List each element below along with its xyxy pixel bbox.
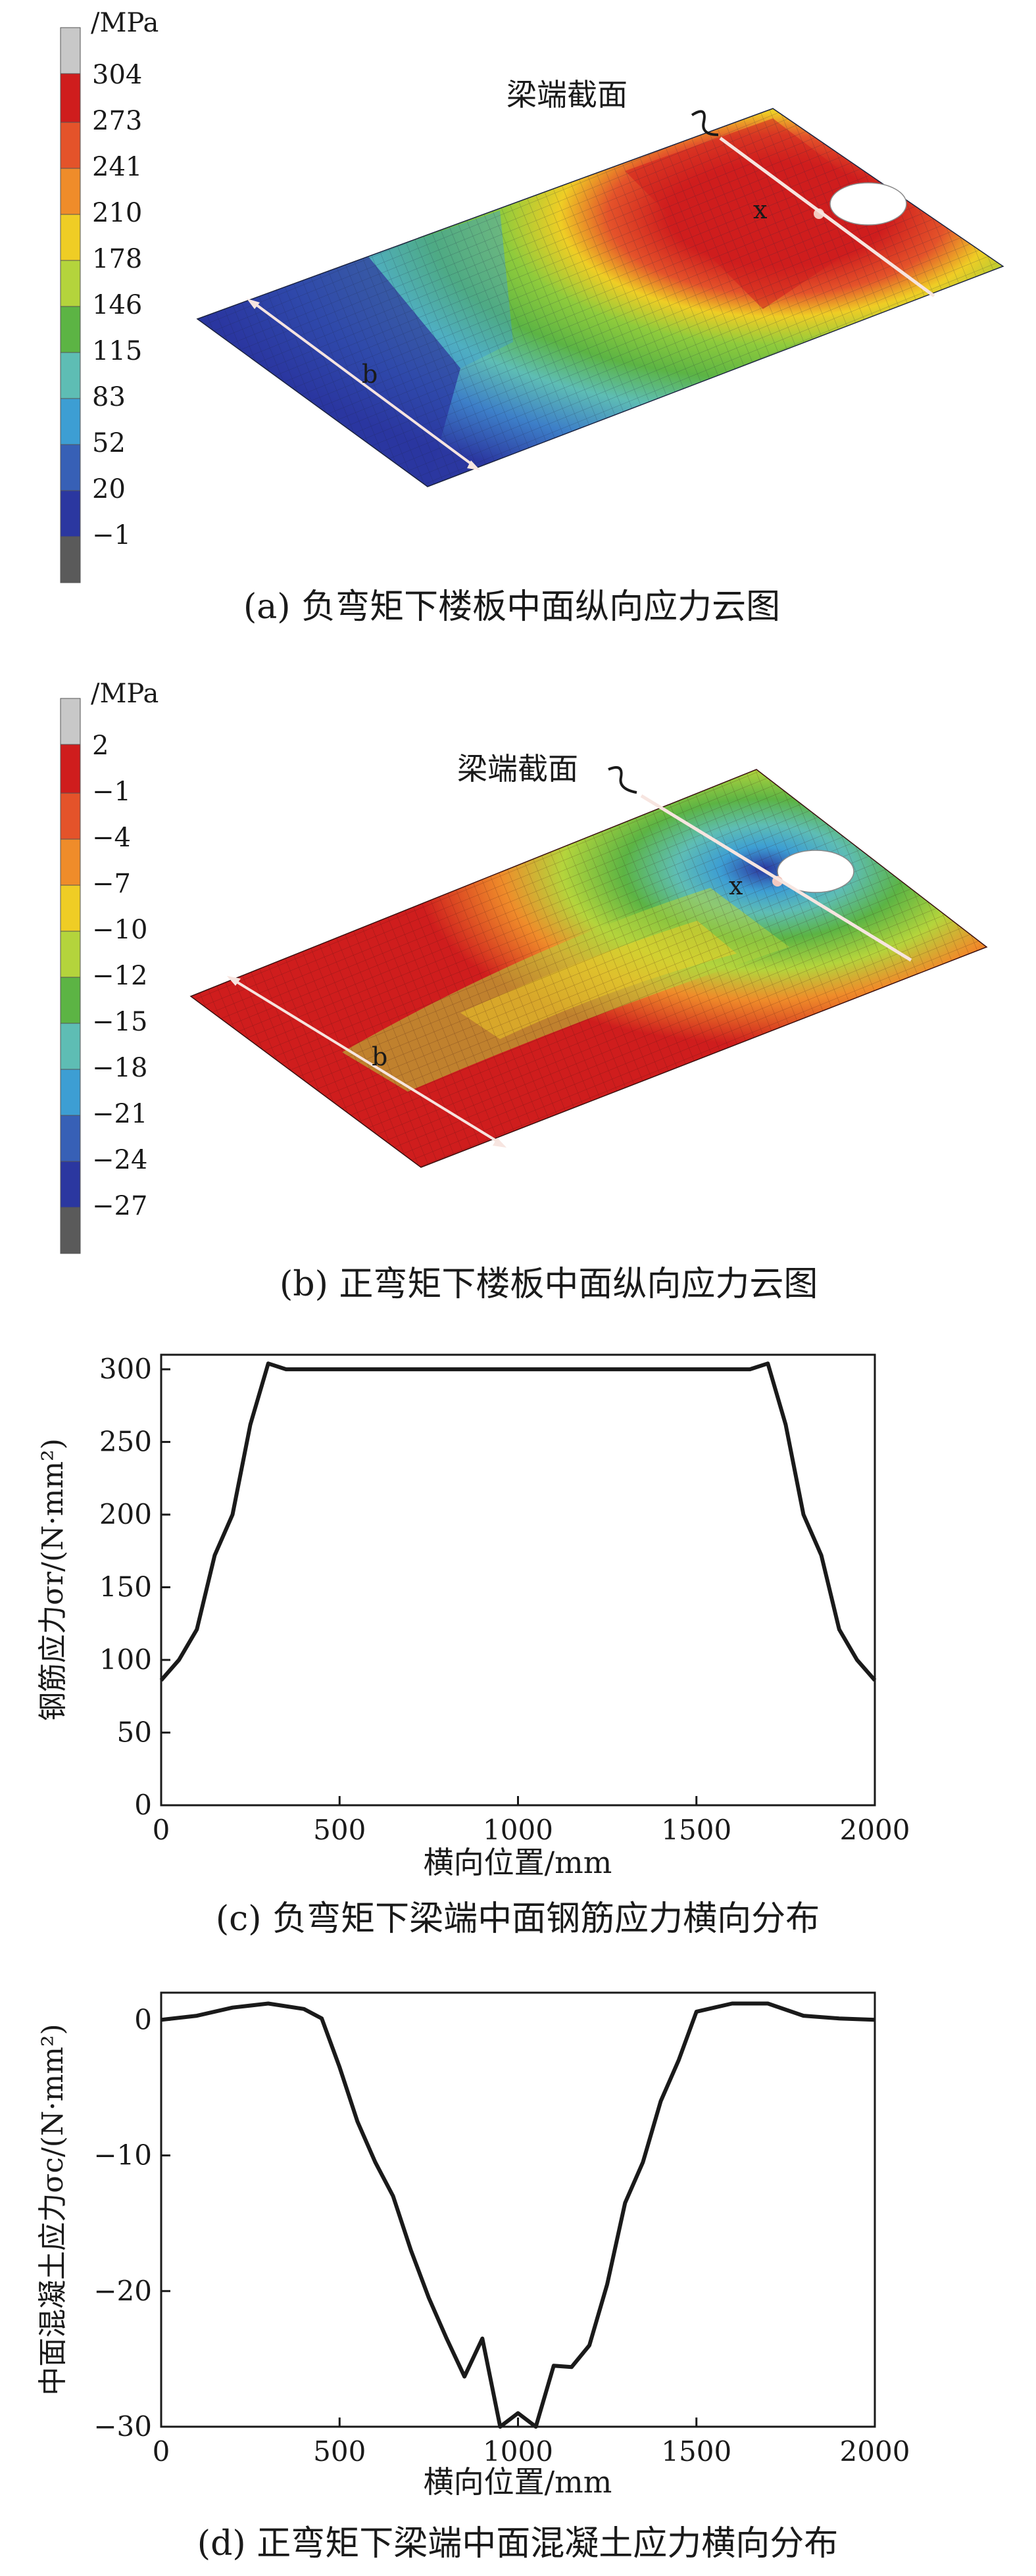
chart-c-frame (160, 1353, 876, 1807)
chart-c-ytick-label: 250 (99, 1426, 152, 1458)
panel-a-figure: /MPa 304 273 241 210 178 146 115 83 52 2… (60, 8, 1004, 627)
caption-a: (a) 负弯矩下楼板中面纵向应力云图 (243, 587, 780, 627)
leader-line-b (608, 766, 637, 794)
chart-c-ytick-label: 150 (99, 1571, 152, 1603)
chart-d-xtick-label: 1000 (483, 2435, 553, 2467)
dimension-line-b (232, 979, 501, 1144)
chart-c-xtick-label: 0 (153, 1814, 170, 1846)
chart-c-xtick-label: 2000 (840, 1814, 910, 1846)
annotation-b: 梁端截面 (457, 751, 578, 787)
panel-d-chart: 0 500 1000 1500 2000 0 −10 −20 −30 横向位置/mm 中面混凝土… (0, 1973, 1036, 2576)
colorbar-a-tick: 20 (92, 474, 126, 504)
label-b-b: b (372, 1042, 387, 1071)
chart-d-xtick-label: 2000 (840, 2435, 910, 2467)
colorbar-b-tick: −4 (92, 823, 131, 853)
chart-d-ylabel: 中面混凝土应力σc/(N·mm²) (36, 2024, 70, 2395)
chart-d-ytick-label: −20 (93, 2275, 152, 2307)
caption-b: (b) 正弯矩下楼板中面纵向应力云图 (280, 1265, 818, 1304)
colorbar-a-tick: 273 (92, 106, 142, 136)
label-x-a: x (753, 195, 767, 224)
colorbar-b-tick: −12 (92, 961, 147, 991)
chart-d-xtick-label: 0 (153, 2435, 170, 2467)
colorbar-a-unit: /MPa (91, 8, 159, 38)
colorbar-a-tick: 241 (92, 152, 142, 182)
chart-c-ytick-label: 50 (117, 1716, 152, 1749)
label-b-a: b (362, 360, 378, 389)
colorbar-b-tick: −21 (92, 1099, 147, 1129)
colorbar-b-unit: /MPa (91, 679, 159, 709)
dimension-line-a (252, 301, 475, 467)
chart-c-xtick-label: 1500 (661, 1814, 731, 1846)
colorbar-a-tick: −1 (92, 520, 131, 550)
chart-d-frame (160, 1991, 876, 2428)
chart-c-series-line (159, 1361, 877, 1682)
chart-c-xtick-label: 500 (313, 1814, 366, 1846)
chart-d-ytick-label: −30 (93, 2410, 152, 2442)
chart-c-ytick-label: 300 (99, 1353, 152, 1385)
colorbar-a (60, 27, 81, 583)
colorbar-b-tick: −15 (92, 1007, 147, 1037)
chart-c-ytick-label: 100 (99, 1643, 152, 1676)
colorbar-a-tick: 178 (92, 244, 142, 274)
colorbar-b-tick: −10 (92, 915, 147, 945)
chart-c-xtick-label: 1000 (483, 1814, 553, 1846)
colorbar-b-tick: −27 (92, 1191, 147, 1221)
chart-c-xlabel: 横向位置/mm (424, 1845, 612, 1880)
chart-c-ytick-label: 0 (134, 1789, 152, 1821)
chart-d-ytick-label: 0 (134, 2003, 152, 2035)
chart-d-xtick-label: 1500 (661, 2435, 731, 2467)
chart-c-svg: 0 500 1000 1500 2000 0 50 100 150 200 250 300 横向位置/… (36, 1353, 910, 1939)
panel-b-figure: /MPa 2 −1 −4 −7 −10 −12 −15 −18 −21 −24 … (60, 679, 988, 1304)
colorbar-b-tick: −7 (92, 869, 131, 899)
section-line-a (719, 136, 935, 298)
colorbar-a-tick: 52 (92, 428, 126, 458)
panel-c-chart: 0 500 1000 1500 2000 0 50 100 150 200 250 300 横向位置/… (0, 1335, 1036, 1960)
chart-d-series-line (160, 2001, 876, 2429)
section-line-b (640, 794, 912, 962)
colorbar-b-tick: −18 (92, 1053, 147, 1083)
chart-c-ylabel: 钢筋应力σr/(N·mm²) (36, 1438, 70, 1721)
chart-d-svg: 0 500 1000 1500 2000 0 −10 −20 −30 横向位置/mm 中面混凝土… (36, 1991, 910, 2564)
colorbar-a-tick: 146 (92, 290, 142, 320)
colorbar-a-tick: 115 (92, 336, 142, 366)
colorbar-b-tick: −24 (92, 1145, 147, 1175)
label-x-b: x (729, 871, 743, 900)
panel-a-contour: /MPa 304 273 241 210 178 146 115 83 52 2… (0, 0, 1036, 651)
chart-c-caption: (c) 负弯矩下梁端中面钢筋应力横向分布 (216, 1899, 820, 1939)
chart-d-ytick-label: −10 (93, 2139, 152, 2172)
chart-d-xtick-label: 500 (313, 2435, 366, 2467)
chart-c-ytick-label: 200 (99, 1498, 152, 1530)
colorbar-b-tick: −1 (92, 777, 131, 807)
colorbar-b-tick: 2 (92, 731, 109, 761)
annotation-a: 梁端截面 (506, 77, 628, 112)
leader-line-a (691, 110, 719, 136)
colorbar-a-tick: 210 (92, 198, 142, 228)
chart-d-caption: (d) 正弯矩下梁端中面混凝土应力横向分布 (197, 2524, 838, 2564)
colorbar-a-tick: 83 (92, 382, 126, 412)
chart-d-xlabel: 横向位置/mm (424, 2464, 612, 2500)
colorbar-a-tick: 304 (92, 60, 142, 90)
panel-b-contour: /MPa 2 −1 −4 −7 −10 −12 −15 −18 −21 −24 … (0, 671, 1036, 1322)
colorbar-b (60, 698, 81, 1254)
